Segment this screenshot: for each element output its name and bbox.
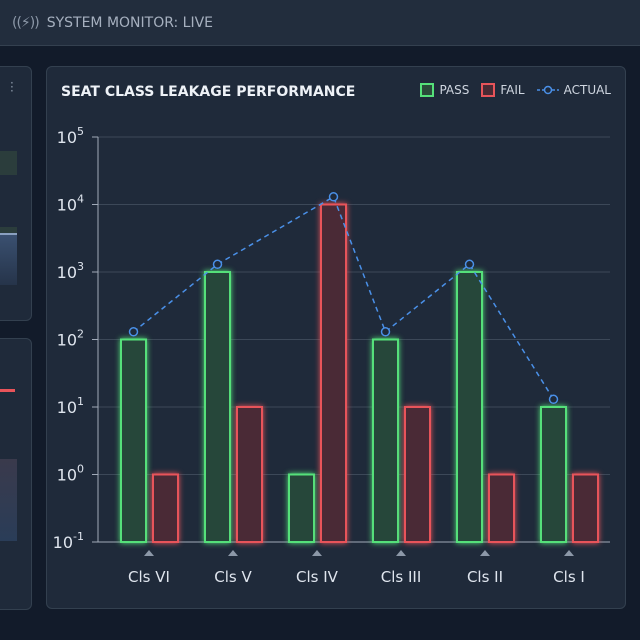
category-marker-icon: [228, 550, 238, 556]
y-tick-label: 10-1: [53, 530, 84, 552]
actual-point: [128, 327, 139, 337]
category-marker-icon: [396, 550, 406, 556]
side-card-top: · · ·: [0, 66, 32, 321]
side-card-bottom: [0, 338, 32, 610]
bar-fail: [152, 473, 179, 543]
y-tick-label: 102: [57, 328, 84, 350]
bar-fail: [404, 406, 431, 543]
category-marker-icon: [144, 550, 154, 556]
bar-pass: [456, 271, 483, 543]
x-tick-label: Cls VI: [128, 568, 170, 586]
actual-point: [380, 327, 391, 337]
bar-pass: [288, 473, 315, 543]
y-tick-label: 103: [57, 260, 84, 282]
category-marker-icon: [480, 550, 490, 556]
top-bar: ((⚡)) SYSTEM MONITOR: LIVE: [0, 0, 640, 46]
x-tick-label: Cls V: [214, 568, 252, 586]
bar-fail: [320, 203, 347, 543]
legend-fail: FAIL: [481, 83, 525, 97]
y-tick-label: 100: [57, 463, 84, 485]
y-tick-label: 101: [57, 395, 84, 417]
category-marker-icon: [312, 550, 322, 556]
x-tick-label: Cls III: [381, 568, 422, 586]
category-marker-icon: [564, 550, 574, 556]
actual-point: [548, 394, 559, 405]
bar-pass: [540, 406, 567, 543]
x-tick-label: Cls IV: [296, 568, 339, 586]
bar-fail: [236, 406, 263, 543]
x-tick-label: Cls II: [467, 568, 503, 586]
app-title: SYSTEM MONITOR: LIVE: [46, 14, 214, 31]
bar-pass: [204, 271, 231, 543]
bar-pass: [372, 338, 399, 543]
actual-point: [328, 192, 339, 202]
broadcast-bolt-icon: ((⚡)): [12, 14, 40, 31]
y-tick-label: 104: [57, 193, 84, 215]
legend-actual: ACTUAL: [536, 83, 611, 97]
x-tick-label: Cls I: [553, 568, 585, 586]
bar-pass: [120, 338, 147, 543]
actual-point: [212, 259, 223, 270]
legend-pass: PASS: [420, 83, 469, 97]
y-tick-label: 105: [57, 125, 84, 147]
bar-fail: [572, 473, 599, 543]
chart-title: SEAT CLASS LEAKAGE PERFORMANCE: [61, 84, 356, 100]
more-options-icon[interactable]: · · ·: [10, 76, 14, 98]
bar-fail: [488, 473, 515, 543]
actual-point: [464, 259, 475, 270]
legend: PASS FAIL ACTUAL: [420, 83, 611, 97]
